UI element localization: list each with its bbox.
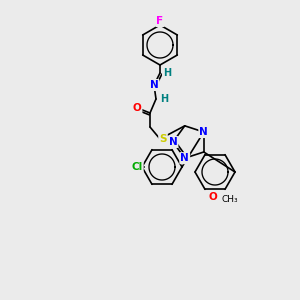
Text: Cl: Cl: [131, 162, 142, 172]
Text: H: H: [160, 94, 168, 104]
Text: O: O: [133, 103, 141, 113]
Text: CH₃: CH₃: [221, 194, 238, 203]
Text: F: F: [156, 16, 164, 26]
Text: O: O: [208, 192, 217, 202]
Text: N: N: [200, 127, 208, 137]
Text: N: N: [169, 137, 177, 147]
Text: H: H: [163, 68, 171, 78]
Text: N: N: [150, 80, 158, 90]
Text: N: N: [180, 153, 189, 163]
Text: S: S: [159, 134, 167, 144]
